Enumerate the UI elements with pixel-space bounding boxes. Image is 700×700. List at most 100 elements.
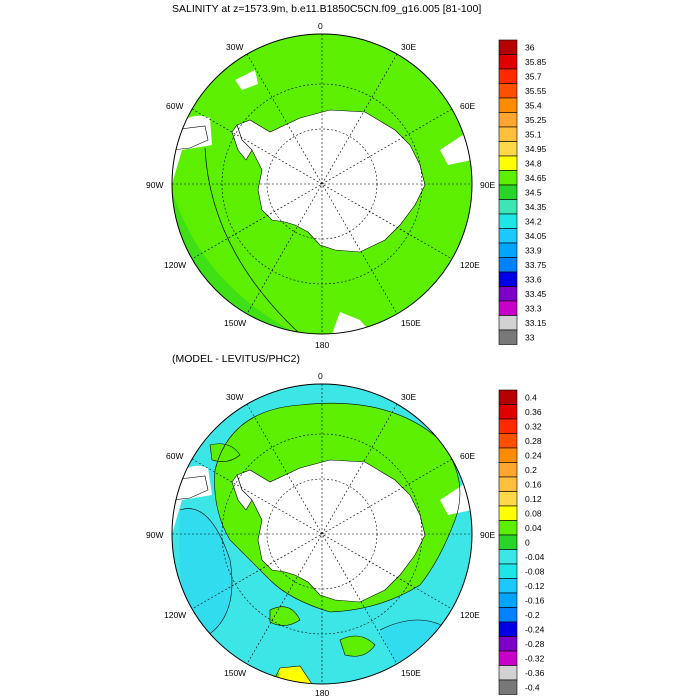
lon-label-30e: 30E (401, 42, 416, 52)
colorbar-label: 35.7 (525, 71, 542, 81)
colorbar-cell (498, 404, 518, 420)
colorbar-cell (498, 650, 518, 666)
lon-label-60e: 60E (460, 451, 475, 461)
colorbar-cell (498, 68, 518, 84)
colorbar-label: -0.36 (525, 668, 545, 678)
colorbar-label: 0.2 (525, 465, 537, 475)
colorbar-cell (498, 126, 518, 142)
colorbar-cell (498, 155, 518, 171)
colorbar-label: 33 (525, 332, 535, 342)
colorbar-label: -0.32 (525, 653, 545, 663)
lon-label-90e: 90E (480, 180, 495, 190)
lon-label-60w: 60W (166, 101, 183, 111)
colorbar-label: 35.55 (525, 86, 547, 96)
land-patch (440, 130, 472, 165)
colorbar-cell (498, 491, 518, 507)
colorbar-label: 33.6 (525, 274, 542, 284)
colorbar-label: -0.04 (525, 552, 545, 562)
antarctic-peninsula (231, 474, 253, 511)
lon-label-90e: 90E (480, 530, 495, 540)
colorbar-cell (498, 418, 518, 434)
colorbar-label: -0.4 (525, 682, 540, 692)
colorbar-cell (498, 242, 518, 258)
colorbar-cell (498, 39, 518, 55)
colorbar-label: 0.24 (525, 450, 542, 460)
colorbar-label: -0.12 (525, 581, 545, 591)
colorbar-label: 35.4 (525, 100, 542, 110)
colorbar-cell (498, 679, 518, 695)
colorbar-cell (498, 170, 518, 186)
colorbar-cell (498, 83, 518, 99)
colorbar-label: 34.95 (525, 144, 547, 154)
lon-label-120e: 120E (460, 610, 480, 620)
colorbar-label: -0.24 (525, 624, 545, 634)
lon-label-180: 180 (315, 688, 329, 698)
map-border (171, 383, 473, 685)
colorbar-cell (498, 636, 518, 652)
lon-label-0: 0 (318, 371, 323, 381)
colorbar-label: 0.04 (525, 523, 542, 533)
longitude-labels: 0 30E 60E 90E 120E 150E 180 150W 120W 90… (146, 371, 495, 698)
antarctica-outline (236, 109, 426, 253)
salinity-panel: SALINITY at z=1573.9m, b.e11.B1850C5CN.f… (146, 3, 547, 350)
lon-label-150w: 150W (224, 318, 246, 328)
panel-title: (MODEL - LEVITUS/PHC2) (172, 353, 300, 365)
colorbar-label: 33.45 (525, 289, 547, 299)
colorbar-label: 0.4 (525, 392, 537, 402)
colorbar-label: 34.2 (525, 216, 542, 226)
colorbar-label: -0.16 (525, 595, 545, 605)
colorbar-label: 33.75 (525, 260, 547, 270)
colorbar-cell (498, 199, 518, 215)
colorbar-label: 0.28 (525, 436, 542, 446)
colorbar-cell (498, 549, 518, 565)
contour-band-positive (340, 636, 375, 657)
colorbar-label: 0.08 (525, 508, 542, 518)
colorbar-label: 0.32 (525, 421, 542, 431)
colorbar-cell (498, 184, 518, 200)
colorbar-cell (498, 447, 518, 463)
colorbar: 0.4 0.36 0.32 0.28 0.24 0.2 0.16 0.12 0.08 0.04 0 -… (498, 389, 545, 695)
contour-band-negative (179, 508, 232, 640)
colorbar-label: -0.28 (525, 639, 545, 649)
colorbar-cell (498, 563, 518, 579)
land-patch (440, 480, 472, 515)
colorbar-cell (498, 228, 518, 244)
colorbar-cell (498, 389, 518, 405)
lon-label-30e: 30E (401, 392, 416, 402)
lon-label-180: 180 (315, 340, 329, 350)
colorbar-label: 34.65 (525, 173, 547, 183)
colorbar-label: 35.85 (525, 57, 547, 67)
panel-title: SALINITY at z=1573.9m, b.e11.B1850C5CN.f… (172, 3, 481, 15)
lon-label-150w: 150W (224, 668, 246, 678)
colorbar-label: -0.08 (525, 566, 545, 576)
antarctic-peninsula (231, 124, 253, 161)
colorbar-cell (498, 462, 518, 478)
colorbar-label: 33.9 (525, 245, 542, 255)
colorbar-cell (498, 329, 518, 345)
colorbar-cell (498, 271, 518, 287)
colorbar-label: 33.3 (525, 303, 542, 313)
contour-band-positive (270, 606, 300, 626)
colorbar-label: 0.16 (525, 479, 542, 489)
colorbar-cell (498, 665, 518, 681)
colorbar-label: 35.1 (525, 129, 542, 139)
land-patch (235, 70, 258, 90)
longitude-labels: 0 30E 60E 90E 120E 150E 180 150W 120W 90… (146, 21, 495, 350)
lon-label-90w: 90W (146, 180, 163, 190)
colorbar-cell (498, 476, 518, 492)
lon-label-90w: 90W (146, 530, 163, 540)
colorbar-label: 34.35 (525, 202, 547, 212)
colorbar-cell (498, 505, 518, 521)
colorbar-cell (498, 97, 518, 113)
lon-label-30w: 30W (226, 392, 243, 402)
colorbar-cell (498, 607, 518, 623)
colorbar-cell (498, 433, 518, 449)
colorbar-cell (498, 112, 518, 128)
graticule (172, 384, 472, 684)
lon-label-150e: 150E (401, 668, 421, 678)
contour-band-positive (210, 443, 240, 462)
colorbar-label: 33.15 (525, 318, 547, 328)
lon-label-60w: 60W (166, 451, 183, 461)
difference-panel: (MODEL - LEVITUS/PHC2) (146, 353, 545, 698)
colorbar-cell (498, 315, 518, 331)
